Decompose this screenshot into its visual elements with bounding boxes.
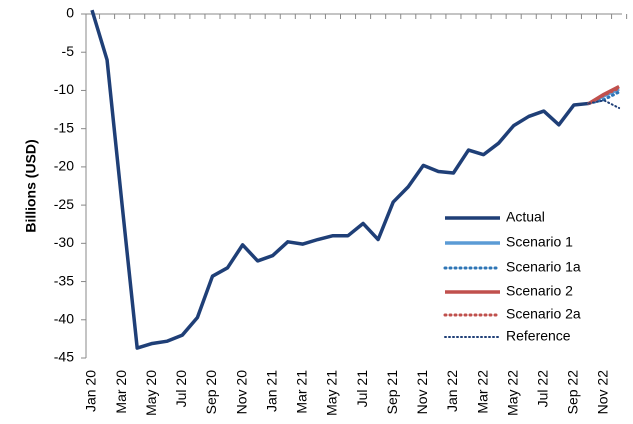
y-tick-label: -35 — [54, 272, 74, 288]
x-tick-label: Nov 20 — [233, 370, 249, 415]
y-tick-label: -20 — [54, 158, 74, 174]
legend-label: Reference — [506, 328, 571, 344]
x-tick-label: Jan 20 — [83, 370, 99, 412]
x-tick-label: Nov 21 — [414, 370, 430, 415]
x-tick-label: Sep 22 — [565, 370, 581, 415]
y-axis-label: Billions (USD) — [23, 139, 39, 232]
x-tick-label: Mar 20 — [113, 370, 129, 414]
y-tick-label: -10 — [54, 81, 74, 97]
x-tick-label: Sep 21 — [384, 370, 400, 415]
x-tick-label: Jul 20 — [173, 370, 189, 408]
series-line — [587, 86, 621, 105]
legend-label: Scenario 2 — [506, 283, 573, 299]
x-tick-label: Jul 21 — [354, 370, 370, 408]
x-tick-label: May 20 — [143, 370, 159, 416]
series-line — [90, 9, 590, 350]
legend-label: Scenario 2a — [506, 306, 581, 322]
y-tick-label: -5 — [62, 43, 75, 59]
x-tick-label: Mar 22 — [474, 370, 490, 414]
x-tick-label: Jan 21 — [263, 370, 279, 412]
y-tick-label: 0 — [66, 5, 74, 21]
legend-label: Scenario 1 — [506, 234, 573, 250]
legend-label: Scenario 1a — [506, 259, 581, 275]
x-tick-label: Jul 22 — [535, 370, 551, 408]
x-tick-label: Nov 22 — [595, 370, 611, 415]
legend-label: Actual — [506, 209, 545, 225]
y-tick-label: -25 — [54, 196, 74, 212]
x-tick-label: Mar 21 — [294, 370, 310, 414]
y-tick-label: -45 — [54, 349, 74, 365]
y-tick-label: -30 — [54, 234, 74, 250]
y-tick-label: -40 — [54, 310, 74, 326]
series-line — [587, 99, 621, 110]
x-tick-label: May 22 — [504, 370, 520, 416]
x-tick-label: May 21 — [324, 370, 340, 416]
y-tick-label: -15 — [54, 119, 74, 135]
x-tick-label: Sep 20 — [203, 370, 219, 415]
x-tick-label: Jan 22 — [444, 370, 460, 412]
